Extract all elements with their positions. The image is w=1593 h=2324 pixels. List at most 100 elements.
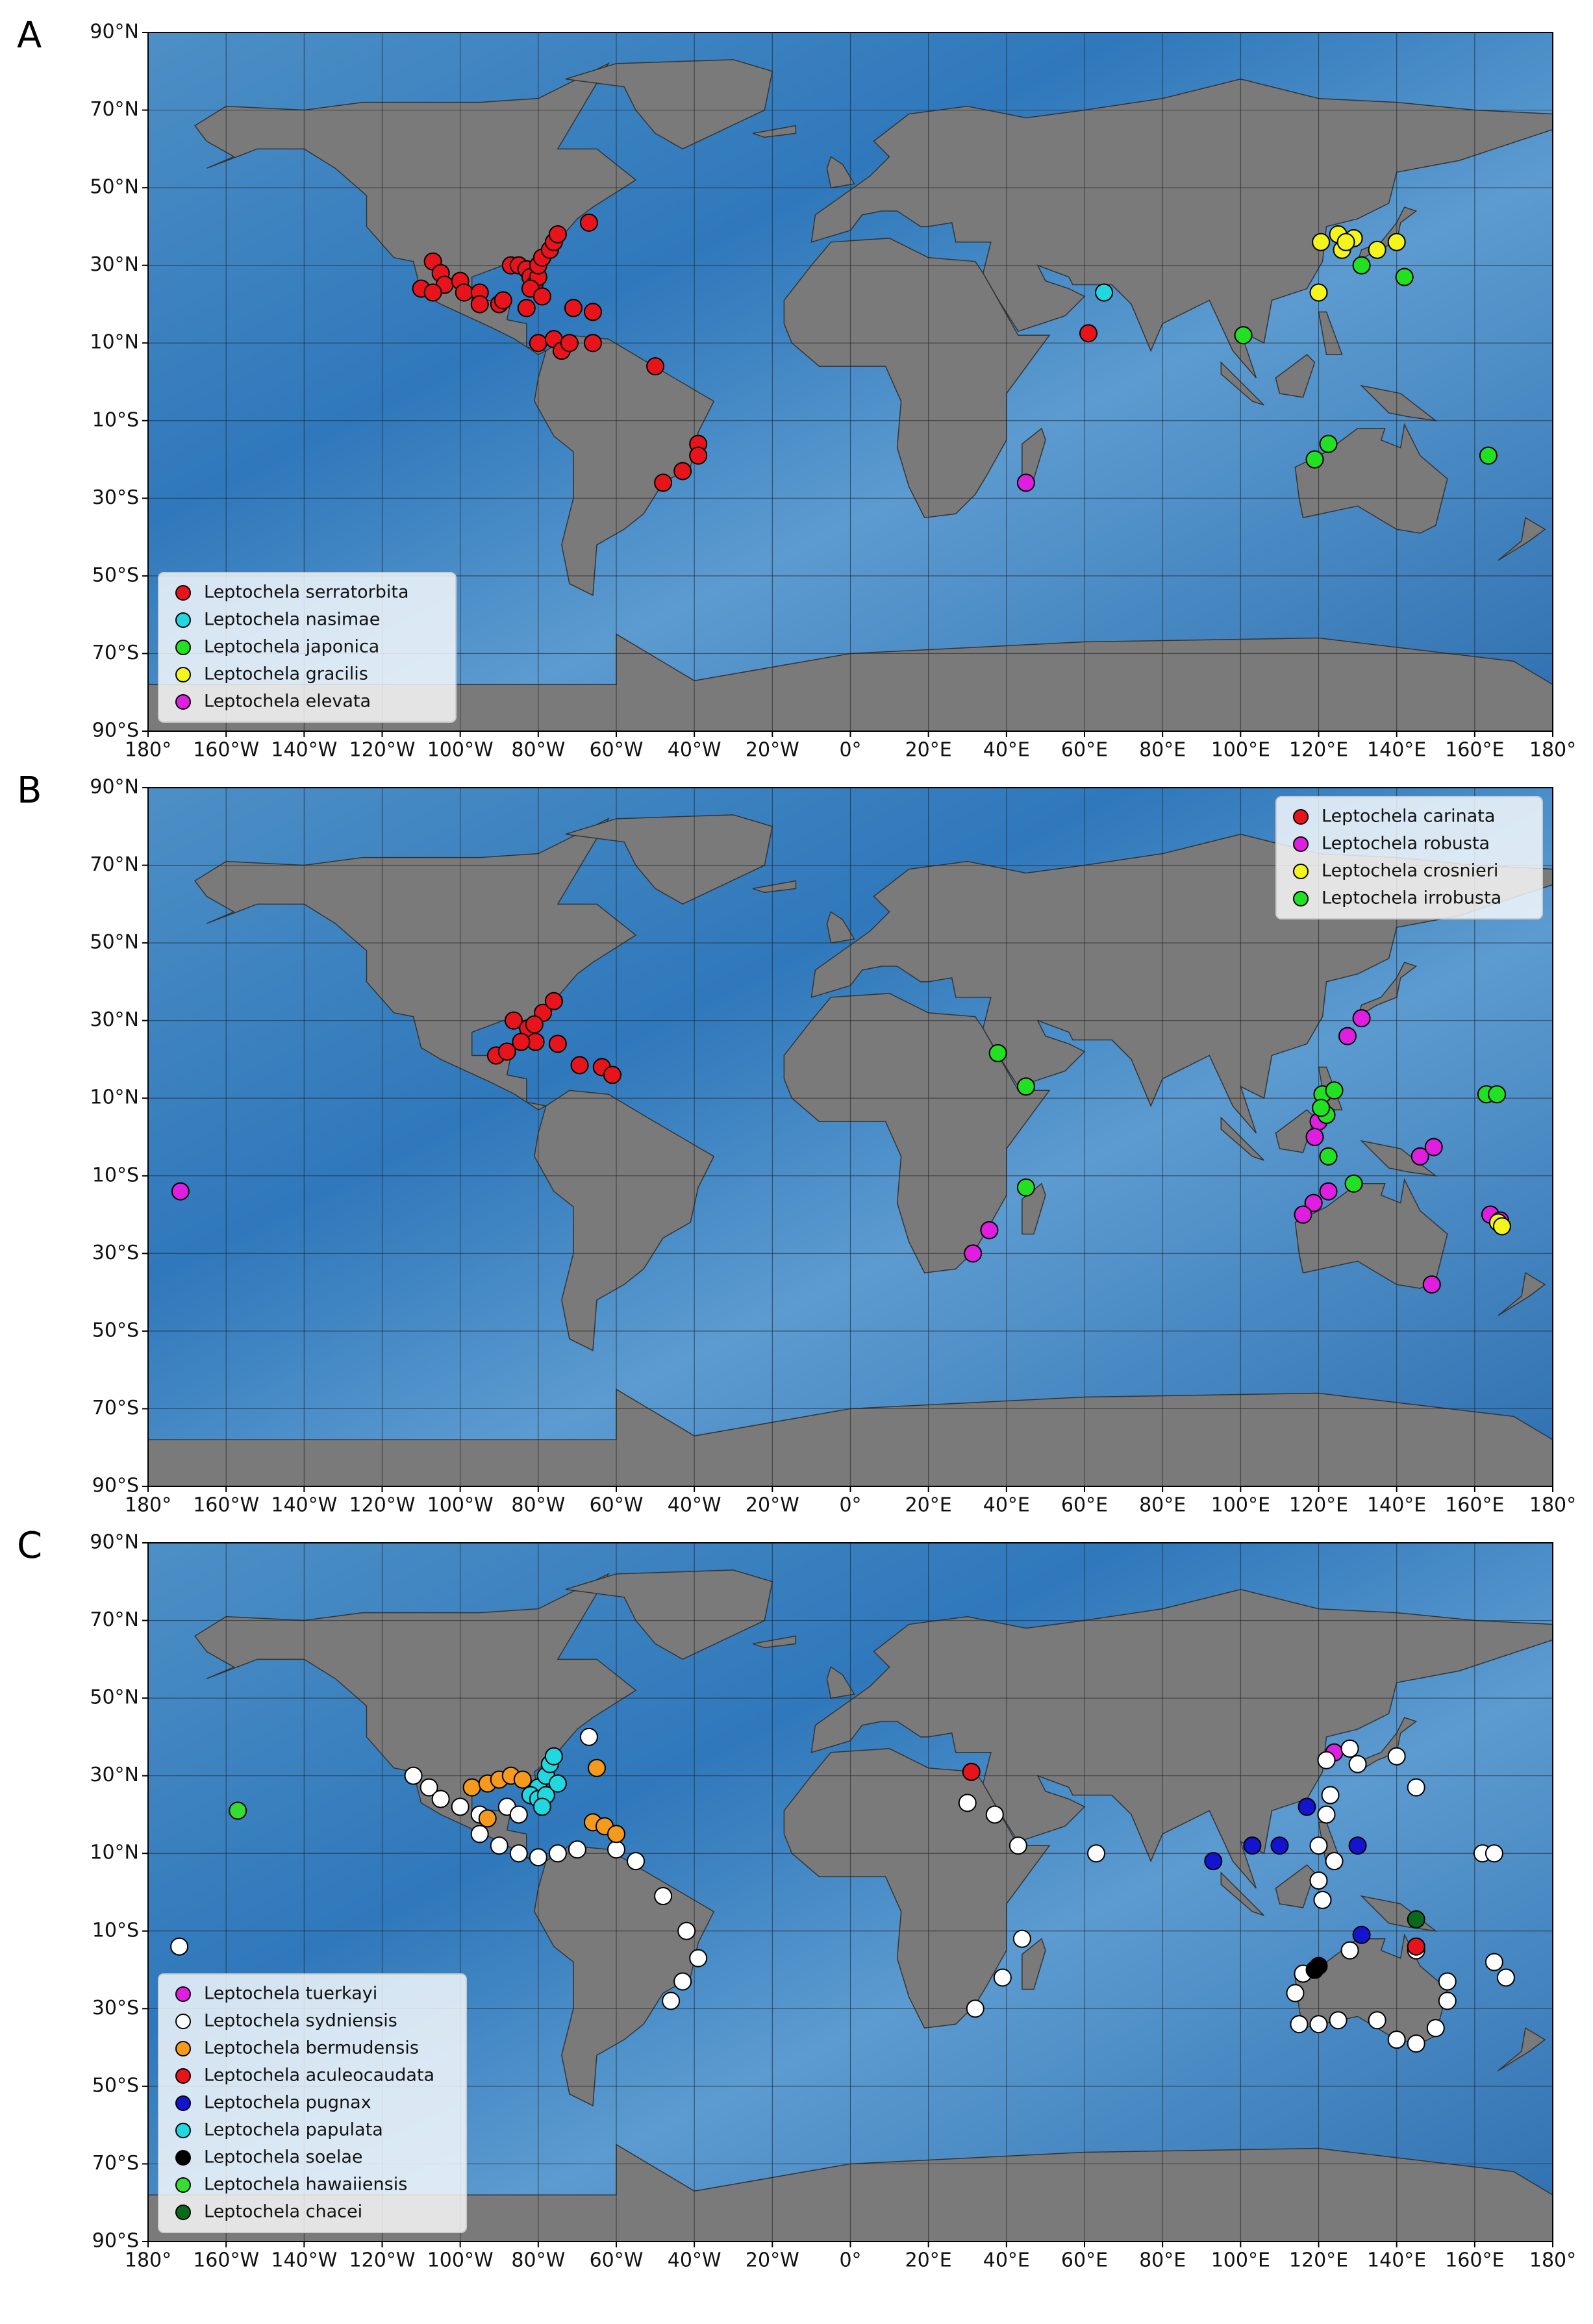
point bbox=[1325, 1852, 1344, 1871]
legend-marker bbox=[1293, 864, 1309, 879]
x-tick-label: 100°W bbox=[427, 739, 494, 762]
x-tick-label: 80°W bbox=[511, 739, 565, 762]
point bbox=[1424, 1138, 1443, 1156]
point bbox=[654, 1886, 673, 1905]
panel-label: A bbox=[17, 14, 42, 56]
point bbox=[1340, 1739, 1359, 1758]
point bbox=[570, 1056, 589, 1075]
point bbox=[607, 1840, 625, 1859]
point bbox=[525, 1015, 544, 1034]
point bbox=[1407, 1910, 1425, 1929]
point bbox=[1319, 434, 1338, 453]
legend-label: Leptochela carinata bbox=[1322, 806, 1495, 827]
y-tick-label: 10°S bbox=[92, 408, 139, 431]
land bbox=[565, 1569, 773, 1660]
x-tick-label: 180° bbox=[125, 2249, 171, 2272]
x-tick-label: 40°E bbox=[983, 739, 1030, 762]
legend-marker bbox=[175, 2095, 191, 2111]
y-tick-label: 50°S bbox=[92, 1319, 139, 1342]
point bbox=[544, 1747, 563, 1766]
x-tick-label: 40°W bbox=[668, 739, 721, 762]
point bbox=[1387, 232, 1406, 251]
point bbox=[451, 1797, 470, 1816]
x-tick-label: 40°E bbox=[983, 1494, 1030, 1517]
x-tick-label: 180° bbox=[125, 1494, 171, 1517]
x-tick-label: 60°W bbox=[590, 1494, 644, 1517]
legend-marker bbox=[175, 612, 191, 628]
legend-label: Leptochela aculeocaudata bbox=[204, 2066, 434, 2086]
y-tick-label: 50°N bbox=[90, 931, 139, 954]
point bbox=[587, 1758, 606, 1777]
point bbox=[1488, 1085, 1507, 1104]
point bbox=[1387, 2030, 1406, 2049]
x-tick-label: 40°W bbox=[668, 2249, 721, 2272]
point bbox=[548, 1774, 567, 1793]
point bbox=[677, 1921, 696, 1940]
point bbox=[654, 473, 673, 492]
point bbox=[509, 1844, 528, 1863]
legend-marker bbox=[175, 2150, 191, 2166]
point bbox=[548, 1844, 567, 1863]
y-tick-label: 70°S bbox=[92, 642, 139, 664]
x-tick-label: 160°E bbox=[1445, 1494, 1504, 1517]
legend-label: Leptochela bermudensis bbox=[204, 2038, 419, 2058]
point bbox=[1426, 2019, 1445, 2038]
point bbox=[455, 283, 473, 302]
x-tick-label: 20°W bbox=[746, 2249, 799, 2272]
point bbox=[1309, 1956, 1328, 1975]
legend-marker bbox=[1293, 836, 1309, 852]
legend-marker bbox=[175, 2177, 191, 2193]
x-tick-label: 160°W bbox=[193, 2249, 259, 2272]
point bbox=[1368, 2011, 1386, 2030]
point bbox=[1407, 2034, 1425, 2053]
legend-marker bbox=[175, 2041, 191, 2056]
land bbox=[1318, 311, 1343, 355]
legend-label: Leptochela nasimae bbox=[204, 610, 380, 630]
point bbox=[494, 291, 512, 310]
legend-label: Leptochela gracilis bbox=[204, 664, 368, 684]
x-tick-label: 80°W bbox=[511, 1494, 565, 1517]
y-tick-label: 70°N bbox=[90, 98, 139, 121]
x-tick-label: 20°W bbox=[746, 1494, 799, 1517]
land bbox=[1360, 1140, 1438, 1177]
point bbox=[964, 1244, 983, 1263]
land bbox=[1275, 354, 1316, 398]
x-tick-label: 100°E bbox=[1211, 1494, 1270, 1517]
point bbox=[689, 1949, 708, 1968]
y-tick-label: 30°N bbox=[90, 253, 139, 276]
legend-label: Leptochela soelae bbox=[204, 2147, 362, 2168]
frame bbox=[147, 32, 1553, 732]
legend-label: Leptochela japonica bbox=[204, 637, 379, 657]
x-tick-label: 60°W bbox=[590, 739, 644, 762]
legend: Leptochela serratorbita Leptochela nasima… bbox=[158, 572, 457, 723]
x-tick-label: 0° bbox=[839, 739, 861, 762]
point bbox=[229, 1801, 247, 1820]
y-tick-label: 10°S bbox=[92, 1919, 139, 1942]
x-tick-label: 180° bbox=[1529, 2249, 1576, 2272]
point bbox=[423, 283, 442, 302]
x-tick-label: 180° bbox=[125, 739, 171, 762]
x-tick-label: 80°E bbox=[1139, 1494, 1186, 1517]
point bbox=[1336, 232, 1355, 251]
point bbox=[1319, 1182, 1338, 1201]
point bbox=[1313, 1890, 1332, 1909]
x-tick-label: 160°W bbox=[193, 739, 259, 762]
map bbox=[148, 32, 1553, 731]
legend-marker bbox=[1293, 809, 1309, 825]
legend-marker bbox=[175, 2014, 191, 2029]
legend-box bbox=[158, 572, 457, 723]
x-tick-label: 140°W bbox=[271, 2249, 337, 2272]
x-tick-label: 120°E bbox=[1289, 2249, 1348, 2272]
point bbox=[1087, 1844, 1106, 1863]
point bbox=[1016, 1077, 1035, 1096]
point bbox=[1492, 1217, 1511, 1236]
x-tick-label: 180° bbox=[1529, 739, 1576, 762]
point bbox=[1317, 1751, 1336, 1769]
land bbox=[753, 125, 797, 138]
point bbox=[1338, 1027, 1357, 1045]
point bbox=[1395, 268, 1414, 286]
land bbox=[1357, 962, 1418, 1018]
frame bbox=[147, 1542, 1553, 2242]
land bbox=[565, 59, 773, 150]
point bbox=[512, 1032, 531, 1051]
